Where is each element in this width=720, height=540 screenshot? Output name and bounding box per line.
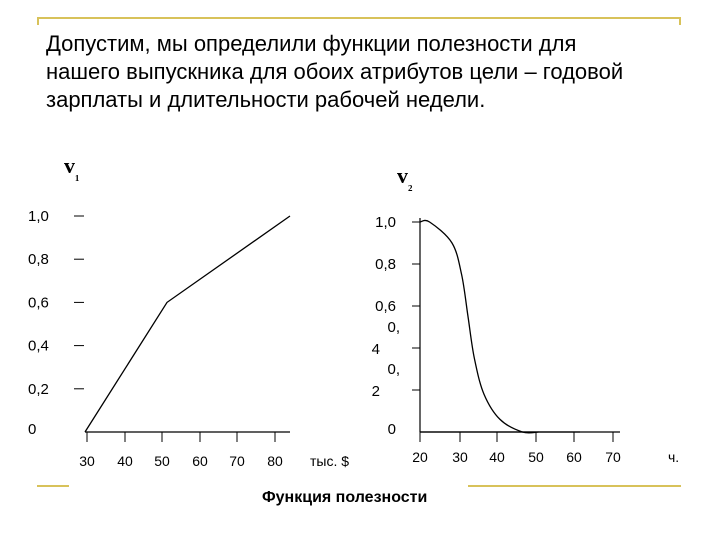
y-axis-label-base: v <box>397 163 408 188</box>
y-tick-label: 0,4 <box>372 319 400 358</box>
x-unit-label: тыс. $ <box>310 453 349 469</box>
x-tick-label: 50 <box>154 453 170 469</box>
frame-bottom-right-line <box>468 485 681 487</box>
y-tick-label: 1,0 <box>375 214 396 231</box>
x-tick-label: 50 <box>528 449 544 465</box>
utility-curve <box>84 215 291 433</box>
y-tick-label: 0,2 <box>28 381 49 398</box>
frame-left-line <box>37 17 39 25</box>
title-line: зарплаты и длительности рабочей недели. <box>46 87 486 112</box>
x-tick-label: 70 <box>605 449 621 465</box>
y-tick-label: 0,6 <box>28 294 49 311</box>
x-tick-label: 30 <box>452 449 468 465</box>
x-tick-label: 60 <box>566 449 582 465</box>
slide-title: Допустим, мы определили функции полезнос… <box>46 30 696 114</box>
y-axis-label: v₂ <box>397 163 413 192</box>
x-tick-label: 20 <box>412 449 428 465</box>
y-tick-label-part: 2 <box>372 383 380 400</box>
frame-bottom-left-line <box>37 485 69 487</box>
x-tick-label: 30 <box>79 453 95 469</box>
y-tick-label: 0,8 <box>28 251 49 268</box>
utility-curve <box>419 219 539 434</box>
frame-top-line <box>37 17 681 19</box>
x-tick-label: 70 <box>229 453 245 469</box>
x-tick-label: 60 <box>192 453 208 469</box>
y-axis-label-subscript: ₂ <box>408 176 413 192</box>
y-tick-label: 0 <box>388 421 396 438</box>
x-tick-label: 40 <box>117 453 133 469</box>
title-line: нашего выпускника для обоих атрибутов це… <box>46 59 624 84</box>
y-tick-label-part: 0, <box>387 361 400 378</box>
frame-right-line <box>679 17 681 25</box>
y-tick-label-part: 4 <box>372 341 380 358</box>
y-tick-label: 0,6 <box>375 298 396 315</box>
y-tick-label: 0 <box>28 421 36 438</box>
x-tick-label: 80 <box>267 453 283 469</box>
y-tick-label: 1,0 <box>28 208 49 225</box>
x-unit-label: ч. <box>668 449 679 465</box>
y-tick-label: 0,2 <box>372 361 400 400</box>
y-tick-label: 0,4 <box>28 338 49 355</box>
y-axis-label-subscript: ₁ <box>75 166 80 182</box>
title-line: Допустим, мы определили функции полезнос… <box>46 31 577 56</box>
y-axis-label-base: v <box>64 153 75 178</box>
chart-caption: Функция полезности <box>262 489 428 506</box>
y-axis-label: v₁ <box>64 153 80 182</box>
y-tick-label: 0,8 <box>375 256 396 273</box>
y-tick-label-part: 0, <box>387 319 400 336</box>
x-tick-label: 40 <box>489 449 505 465</box>
